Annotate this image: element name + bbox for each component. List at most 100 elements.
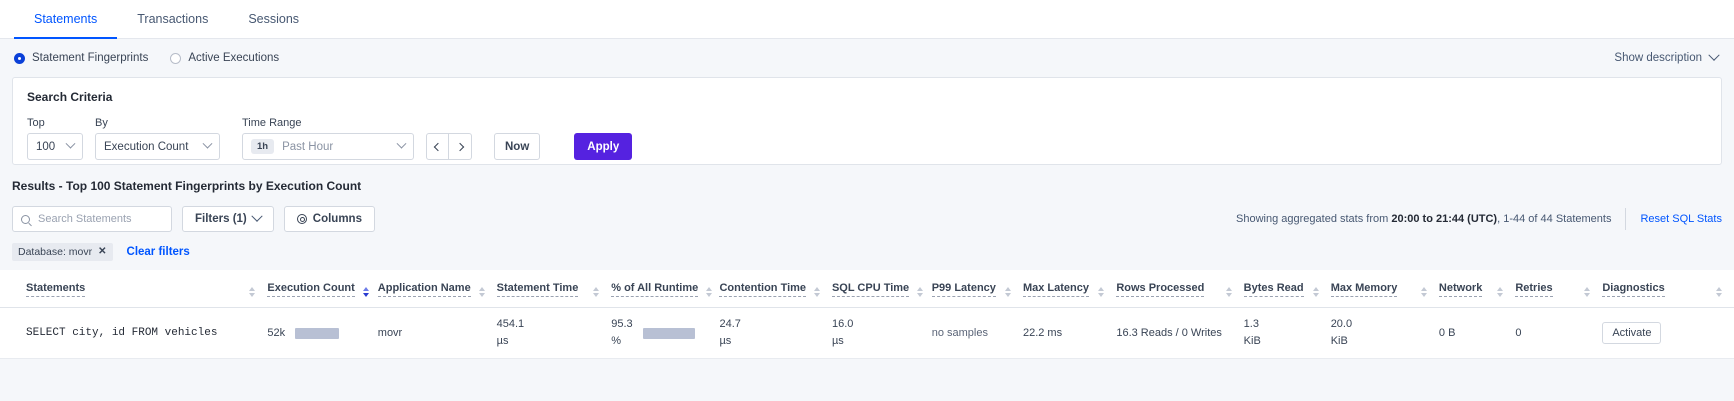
cell-rows-processed: 16.3 Reads / 0 Writes [1116, 307, 1244, 360]
sort-icon[interactable] [1497, 287, 1504, 297]
time-range-select[interactable]: 1h Past Hour [242, 133, 414, 160]
time-range-value: Past Hour [282, 140, 334, 153]
cell-sql-cpu-time: 16.0 µs [831, 307, 932, 360]
col-diagnostics[interactable]: Diagnostics [1602, 270, 1734, 308]
cell-pct-all-runtime: 95.3 % [611, 307, 720, 360]
col-application-name[interactable]: Application Name [377, 270, 497, 308]
col-rows-processed[interactable]: Rows Processed [1116, 270, 1244, 308]
col-sql-cpu-time[interactable]: SQL CPU Time [831, 270, 932, 308]
max-memory-value: 20.0 [1330, 318, 1353, 330]
col-bytes-read[interactable]: Bytes Read [1243, 270, 1331, 308]
sort-icon[interactable] [1420, 287, 1427, 297]
retries-value: 0 [1515, 327, 1522, 340]
top-field: Top 100 [27, 117, 83, 160]
sort-icon[interactable] [1098, 287, 1105, 297]
sql-cpu-time-value: 16.0 [831, 318, 854, 330]
col-diagnostics-label: Diagnostics [1602, 282, 1665, 297]
col-execution-count[interactable]: Execution Count [267, 270, 378, 308]
sort-icon-active[interactable] [362, 287, 369, 297]
sort-icon[interactable] [249, 287, 256, 297]
radio-selected-icon [14, 52, 25, 64]
filter-chip-database[interactable]: Database: movr ✕ [12, 243, 113, 261]
view-toggle-bar: Statement Fingerprints Active Executions… [0, 39, 1734, 77]
time-prev-button[interactable] [426, 133, 449, 160]
sort-icon[interactable] [1312, 287, 1319, 297]
col-max-memory[interactable]: Max Memory [1330, 270, 1439, 308]
radio-active-executions-label: Active Executions [188, 52, 280, 64]
sort-icon[interactable] [1716, 287, 1722, 297]
by-select[interactable]: Execution Count [95, 133, 220, 160]
status-range: 20:00 to 21:44 (UTC) [1391, 212, 1498, 225]
show-description-toggle[interactable]: Show description [1614, 49, 1720, 64]
col-retries-label: Retries [1515, 282, 1553, 297]
statement-text[interactable]: SELECT city, id FROM vehicles [26, 327, 218, 340]
statements-table: Statements Execution Count Application N… [0, 270, 1734, 360]
now-button[interactable]: Now [494, 133, 541, 160]
columns-button[interactable]: Columns [283, 206, 375, 232]
sql-cpu-time-unit: µs [831, 335, 844, 348]
col-pct-all-runtime[interactable]: % of All Runtime [611, 270, 720, 308]
sort-icon[interactable] [478, 287, 485, 297]
sort-icon[interactable] [917, 287, 924, 297]
sort-icon[interactable] [593, 287, 600, 297]
sort-icon[interactable] [1584, 287, 1591, 297]
show-description-label: Show description [1614, 52, 1702, 64]
activate-diagnostics-button[interactable]: Activate [1602, 322, 1662, 345]
cell-statement[interactable]: SELECT city, id FROM vehicles [0, 307, 268, 360]
filters-button[interactable]: Filters (1) [182, 206, 274, 232]
close-icon[interactable]: ✕ [98, 246, 107, 257]
col-contention-time[interactable]: Contention Time [719, 270, 832, 308]
sort-icon[interactable] [814, 287, 821, 297]
sort-icon[interactable] [1225, 287, 1232, 297]
execution-count-value: 52k [267, 327, 286, 340]
chevron-down-icon [1708, 49, 1720, 61]
tab-sessions[interactable]: Sessions [228, 0, 319, 39]
max-latency-value: 22.2 ms [1022, 327, 1063, 340]
status-prefix: Showing aggregated stats from [1236, 212, 1392, 225]
apply-button[interactable]: Apply [574, 133, 633, 160]
table-row[interactable]: SELECT city, id FROM vehicles 52k movr 4… [0, 307, 1734, 360]
search-criteria-title: Search Criteria [27, 90, 113, 104]
chevron-down-icon [396, 138, 407, 149]
tab-transactions[interactable]: Transactions [117, 0, 228, 39]
tab-statements-label: Statements [34, 11, 98, 26]
table-header-row: Statements Execution Count Application N… [0, 270, 1734, 308]
chevron-left-icon [433, 142, 442, 151]
col-retries[interactable]: Retries [1515, 270, 1603, 308]
columns-button-label: Columns [312, 213, 362, 225]
col-rows-processed-label: Rows Processed [1116, 282, 1205, 297]
top-select[interactable]: 100 [27, 133, 83, 160]
col-statements-label: Statements [26, 282, 86, 297]
col-p99-latency[interactable]: P99 Latency [931, 270, 1023, 308]
radio-active-executions[interactable]: Active Executions [170, 52, 279, 64]
filter-chip-label: Database: movr [18, 246, 93, 258]
search-statements-box[interactable] [12, 206, 172, 232]
time-range-label: Time Range [242, 117, 302, 129]
radio-unselected-icon [170, 52, 182, 64]
by-label: By [95, 117, 108, 129]
search-input[interactable] [36, 212, 163, 226]
radio-statement-fingerprints[interactable]: Statement Fingerprints [14, 52, 148, 64]
tab-statements[interactable]: Statements [14, 0, 118, 39]
sort-icon[interactable] [706, 287, 713, 297]
cell-diagnostics: Activate [1602, 307, 1734, 360]
by-value: Execution Count [104, 140, 189, 153]
cell-contention-time: 24.7 µs [719, 307, 832, 360]
time-next-button[interactable] [449, 133, 472, 160]
col-statement-time[interactable]: Statement Time [496, 270, 612, 308]
col-max-latency[interactable]: Max Latency [1022, 270, 1117, 308]
search-criteria-panel: Search Criteria Top 100 By Execution Cou… [12, 77, 1722, 165]
reset-sql-stats-link[interactable]: Reset SQL Stats [1640, 212, 1722, 225]
col-max-memory-label: Max Memory [1330, 282, 1398, 297]
cell-bytes-read: 1.3 KiB [1243, 307, 1331, 360]
col-execution-count-label: Execution Count [267, 282, 355, 297]
col-network[interactable]: Network [1438, 270, 1516, 308]
sort-icon[interactable] [1004, 287, 1011, 297]
col-contention-time-label: Contention Time [719, 282, 807, 297]
execution-count-bar [295, 327, 340, 339]
cell-statement-time: 454.1 µs [496, 307, 612, 360]
cell-p99-latency: no samples [931, 307, 1023, 360]
col-statements[interactable]: Statements [0, 270, 268, 308]
clear-filters-link[interactable]: Clear filters [126, 246, 190, 258]
status-text: Showing aggregated stats from 20:00 to 2… [1236, 213, 1611, 225]
